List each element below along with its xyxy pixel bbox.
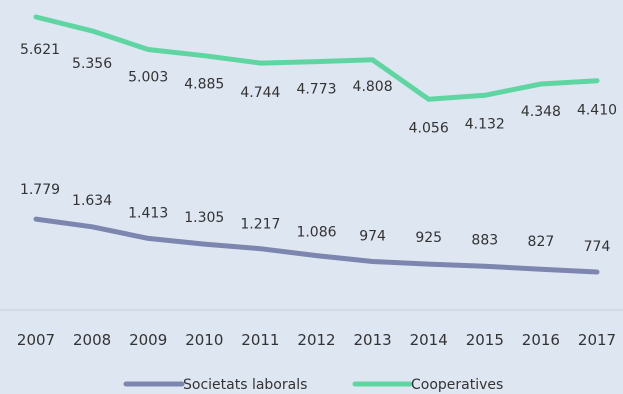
legend-label-cooperatives: Cooperatives — [411, 377, 503, 393]
data-labels: 5.621 5.356 5.003 4.885 4.744 4.773 4.808 4.056… — [20, 42, 617, 255]
series-lines — [33, 14, 600, 275]
cooperatives-data-label: 4.744 — [240, 85, 280, 101]
x-tick-label: 2015 — [466, 331, 504, 349]
societats-laborals-data-label: 1.086 — [296, 225, 336, 241]
x-tick-label: 2010 — [185, 331, 223, 349]
x-tick-label: 2012 — [297, 331, 335, 349]
x-tick-label: 2007 — [17, 331, 55, 349]
x-tick-label: 2016 — [522, 331, 560, 349]
cooperatives-data-label: 4.885 — [184, 77, 224, 93]
cooperatives-data-label: 4.410 — [577, 103, 617, 119]
cooperatives-data-label: 5.621 — [20, 42, 60, 58]
x-tick-label: 2014 — [410, 331, 448, 349]
societats-laborals-data-label: 925 — [415, 230, 442, 246]
societats-laborals-data-label: 774 — [584, 239, 611, 255]
cooperatives-data-label: 5.356 — [72, 56, 112, 72]
cooperatives-data-label: 4.348 — [521, 104, 561, 120]
societats-laborals-data-label: 827 — [528, 234, 555, 250]
societats-laborals-data-label: 1.305 — [184, 210, 224, 226]
societats-laborals-data-label: 883 — [471, 232, 498, 248]
cooperatives-data-label: 4.132 — [465, 116, 505, 132]
societats-laborals-data-label: 974 — [359, 228, 386, 244]
legend-label-societats-laborals: Societats laborals — [183, 377, 307, 393]
x-tick-label: 2017 — [578, 331, 616, 349]
cooperatives-data-label: 4.056 — [409, 120, 449, 136]
cooperatives-data-label: 4.773 — [296, 82, 336, 98]
cooperatives-data-label: 5.003 — [128, 70, 168, 86]
x-tick-label: 2008 — [73, 331, 111, 349]
x-tick-label: 2011 — [241, 331, 279, 349]
legend: Societats laborals Cooperatives — [123, 377, 503, 393]
x-tick-label: 2013 — [354, 331, 392, 349]
societats-laborals-data-label: 1.779 — [20, 182, 60, 198]
cooperatives-series-line — [33, 14, 600, 102]
x-tick-label: 2009 — [129, 331, 167, 349]
cooperatives-data-label: 4.808 — [353, 79, 393, 95]
societats-laborals-data-label: 1.217 — [240, 217, 280, 233]
societats-laborals-data-label: 1.634 — [72, 193, 112, 209]
societats-laborals-series-line — [33, 216, 600, 275]
x-axis-tick-labels: 2007 2008 2009 2010 2011 2012 2013 2014 2015 2016… — [17, 331, 616, 349]
societats-laborals-data-label: 1.413 — [128, 205, 168, 221]
